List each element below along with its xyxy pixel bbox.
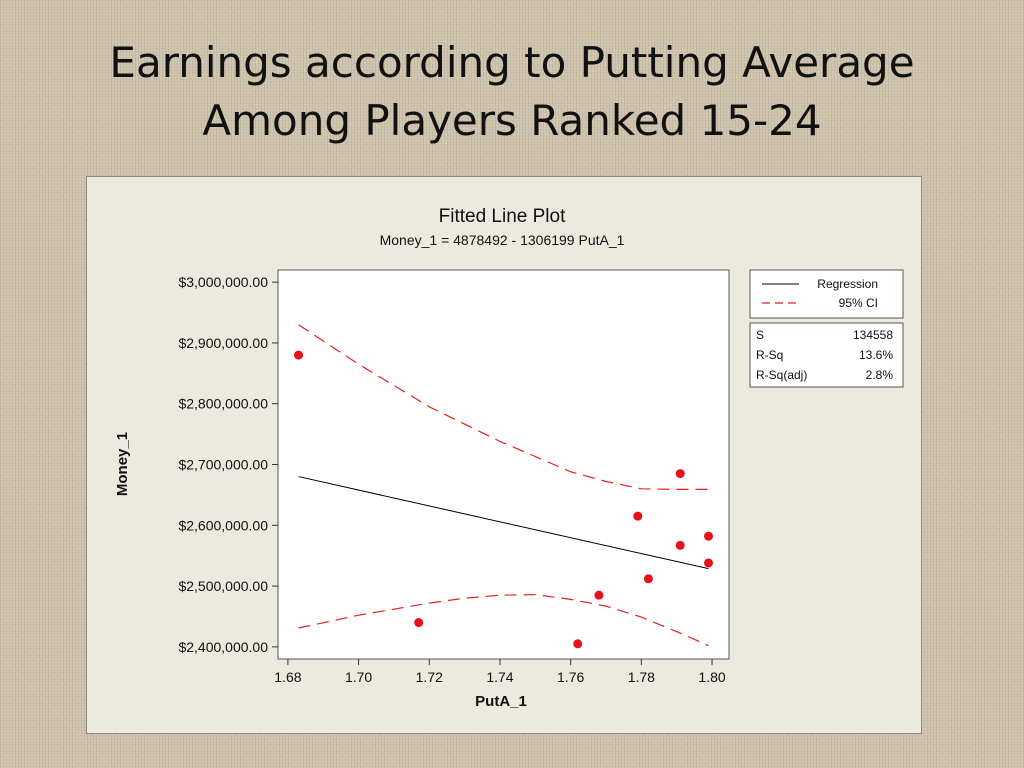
stat-rsq-value: 13.6% <box>859 348 893 362</box>
plot-area <box>277 269 730 660</box>
chart-frame: Fitted Line Plot Money_1 = 4878492 - 130… <box>86 176 922 734</box>
fitted-line-plot: Fitted Line Plot Money_1 = 4878492 - 130… <box>114 206 904 710</box>
y-axis-label: Money_1 <box>114 432 131 496</box>
x-axis-label: PutA_1 <box>475 693 527 710</box>
data-point <box>675 469 685 479</box>
y-tick-label: $2,500,000.00 <box>178 578 268 594</box>
data-point <box>414 618 424 628</box>
data-point <box>633 511 643 521</box>
y-tick-label: $2,900,000.00 <box>178 335 268 351</box>
y-tick-label: $2,800,000.00 <box>178 396 268 412</box>
data-point <box>573 639 583 649</box>
stat-rsq-label: R-Sq <box>756 348 783 362</box>
x-tick-label: 1.72 <box>416 669 443 685</box>
x-tick-label: 1.76 <box>557 669 584 685</box>
stat-s-value: 134558 <box>853 328 893 342</box>
x-tick-label: 1.80 <box>698 669 725 685</box>
regression-line <box>298 476 709 570</box>
data-point <box>675 540 685 550</box>
chart-title: Fitted Line Plot <box>439 206 566 227</box>
slide-title-line-2: Among Players Ranked 15-24 <box>202 96 822 145</box>
stats-box: S 134558 R-Sq 13.6% R-Sq(adj) 2.8% <box>749 322 904 388</box>
data-point <box>704 531 713 541</box>
data-point <box>594 590 604 600</box>
x-tick-label: 1.68 <box>274 669 301 685</box>
y-axis: $2,400,000.00 $2,500,000.00 $2,600,000.00 $… <box>178 274 278 655</box>
confidence-interval-lines <box>298 324 709 647</box>
stat-s-label: S <box>756 328 764 342</box>
legend-ci-label: 95% CI <box>839 296 878 310</box>
stat-rsq-adj-value: 2.8% <box>866 368 894 382</box>
data-points <box>294 350 713 649</box>
x-tick-label: 1.74 <box>486 669 513 685</box>
slide-title: Earnings according to Putting Average Am… <box>0 34 1024 150</box>
y-tick-label: $2,400,000.00 <box>178 639 268 655</box>
x-tick-label: 1.70 <box>345 669 372 685</box>
y-tick-label: $2,700,000.00 <box>178 457 268 473</box>
y-tick-label: $2,600,000.00 <box>178 517 268 533</box>
x-tick-label: 1.78 <box>628 669 655 685</box>
ci-lower-line <box>298 593 709 647</box>
ci-upper-line <box>298 324 709 490</box>
stat-rsq-adj-label: R-Sq(adj) <box>756 368 807 382</box>
data-point <box>643 574 653 584</box>
legend-regression-label: Regression <box>817 277 878 291</box>
chart-subtitle: Money_1 = 4878492 - 1306199 PutA_1 <box>380 232 625 248</box>
data-point <box>704 558 713 568</box>
y-tick-label: $3,000,000.00 <box>178 274 268 290</box>
data-point <box>294 350 303 360</box>
x-axis: 1.68 1.70 1.72 1.74 1.76 1.78 1.80 <box>274 659 726 685</box>
regression-line-group <box>298 476 709 570</box>
legend-box: Regression 95% CI <box>749 269 904 319</box>
slide-title-line-1: Earnings according to Putting Average <box>109 38 915 87</box>
